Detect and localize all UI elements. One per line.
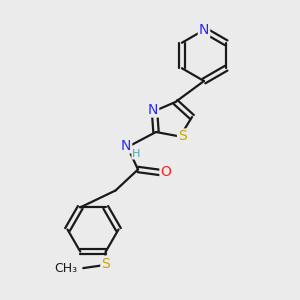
Text: S: S xyxy=(101,256,110,271)
Text: S: S xyxy=(178,130,187,143)
Text: H: H xyxy=(132,148,141,159)
Text: N: N xyxy=(148,103,158,116)
Text: N: N xyxy=(199,23,209,37)
Text: O: O xyxy=(160,166,171,179)
Text: N: N xyxy=(121,139,131,152)
Text: CH₃: CH₃ xyxy=(55,262,78,275)
